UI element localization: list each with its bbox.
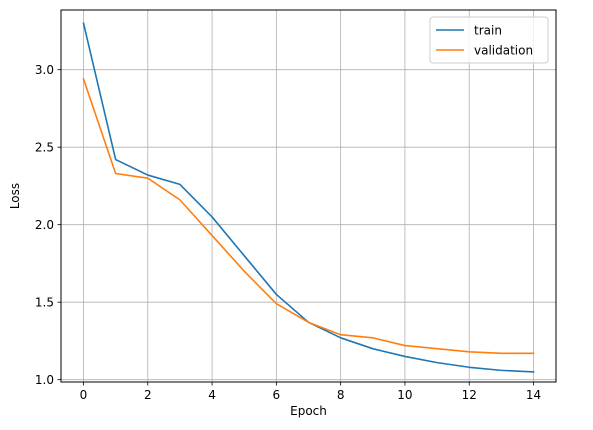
y-tick-label: 1.0 xyxy=(35,373,54,387)
x-tick-label: 2 xyxy=(144,388,152,402)
x-axis-label: Epoch xyxy=(290,404,327,418)
x-axis-ticks: 0 2 4 6 8 10 12 14 xyxy=(80,382,541,402)
y-tick-label: 2.5 xyxy=(35,141,54,155)
y-axis-ticks: 1.0 1.5 2.0 2.5 3.0 xyxy=(35,63,61,387)
x-tick-label: 4 xyxy=(208,388,216,402)
series-line-train xyxy=(82,22,535,373)
series-line-validation xyxy=(82,77,535,355)
x-tick-label: 10 xyxy=(397,388,412,402)
series-layer xyxy=(82,22,535,373)
x-tick-label: 14 xyxy=(526,388,541,402)
x-tick-label: 8 xyxy=(337,388,345,402)
legend-box xyxy=(429,16,549,64)
x-tick-label: 0 xyxy=(80,388,88,402)
y-axis-label: Loss xyxy=(8,183,22,209)
grid xyxy=(61,10,556,382)
y-tick-label: 3.0 xyxy=(35,63,54,77)
legend-label-train: train xyxy=(474,24,502,38)
legend-label-validation: validation xyxy=(474,44,533,58)
x-tick-label: 6 xyxy=(273,388,281,402)
legend: train validation xyxy=(429,16,549,64)
x-tick-label: 12 xyxy=(462,388,477,402)
y-tick-label: 2.0 xyxy=(35,218,54,232)
plot-frame xyxy=(60,9,557,383)
y-tick-label: 1.5 xyxy=(35,296,54,310)
